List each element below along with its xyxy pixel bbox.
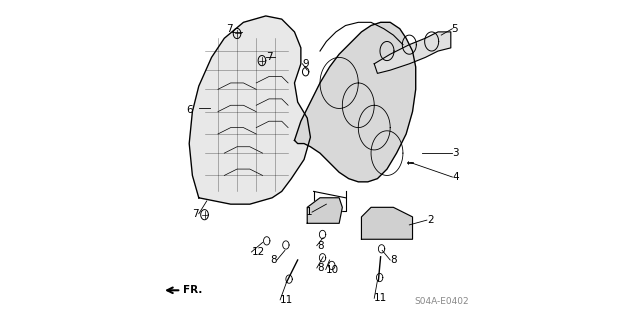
Text: 8: 8 — [317, 263, 323, 273]
Text: FR.: FR. — [183, 285, 202, 295]
Text: 5: 5 — [451, 24, 458, 34]
Text: 2: 2 — [427, 215, 433, 225]
Text: 1: 1 — [305, 207, 312, 217]
Polygon shape — [307, 198, 342, 223]
Text: 11: 11 — [374, 293, 387, 303]
Text: 4: 4 — [452, 172, 459, 182]
Text: 12: 12 — [252, 247, 265, 257]
Text: S04A-E0402: S04A-E0402 — [414, 297, 468, 306]
Text: 3: 3 — [452, 148, 459, 158]
Text: 6: 6 — [186, 105, 193, 115]
Text: 9: 9 — [303, 59, 309, 69]
Polygon shape — [294, 22, 416, 182]
Text: 8: 8 — [317, 241, 323, 251]
Text: 7: 7 — [266, 52, 273, 63]
Text: 7: 7 — [192, 209, 199, 219]
Polygon shape — [374, 32, 451, 73]
Text: 10: 10 — [326, 264, 339, 275]
Polygon shape — [362, 207, 413, 239]
Text: 8: 8 — [270, 255, 277, 265]
Polygon shape — [189, 16, 310, 204]
Text: 7: 7 — [226, 24, 232, 34]
Text: 8: 8 — [390, 255, 397, 265]
Text: 11: 11 — [280, 295, 293, 305]
